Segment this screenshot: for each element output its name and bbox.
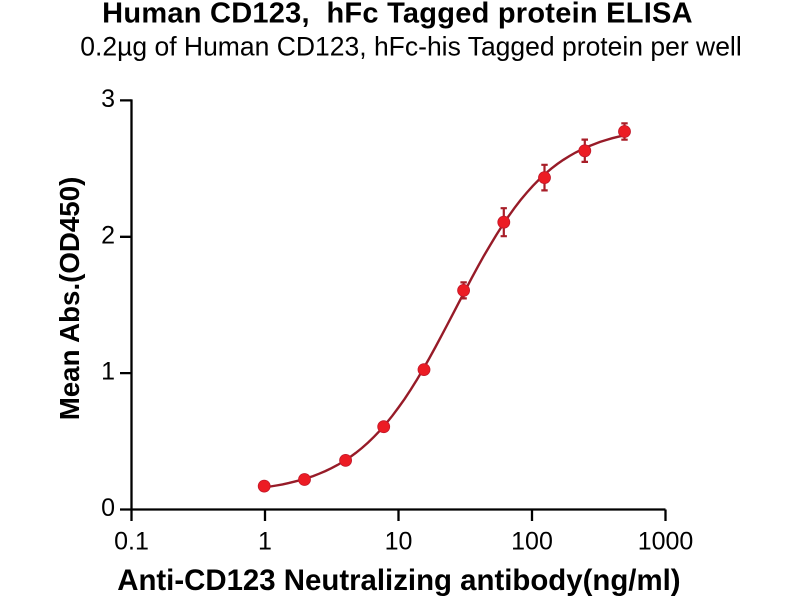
svg-text:Human CD123, hFc Tagged prote: Human CD123, hFc Tagged protein ELISA [102,0,693,30]
svg-text:2: 2 [101,221,115,249]
svg-text:100: 100 [511,528,553,556]
svg-text:Mean Abs.(OD450): Mean Abs.(OD450) [54,177,85,421]
svg-text:1: 1 [258,528,272,556]
svg-text:0: 0 [101,494,115,522]
svg-text:Anti-CD123 Neutralizing antibo: Anti-CD123 Neutralizing antibody(ng/ml) [117,564,680,597]
svg-text:3: 3 [101,85,115,113]
svg-text:10: 10 [385,528,413,556]
svg-text:0.2µg of Human CD123, hFc-his: 0.2µg of Human CD123, hFc-his Tagged pro… [80,32,741,62]
svg-text:0.1: 0.1 [114,528,149,556]
svg-text:1: 1 [101,358,115,386]
svg-text:1000: 1000 [638,528,694,556]
